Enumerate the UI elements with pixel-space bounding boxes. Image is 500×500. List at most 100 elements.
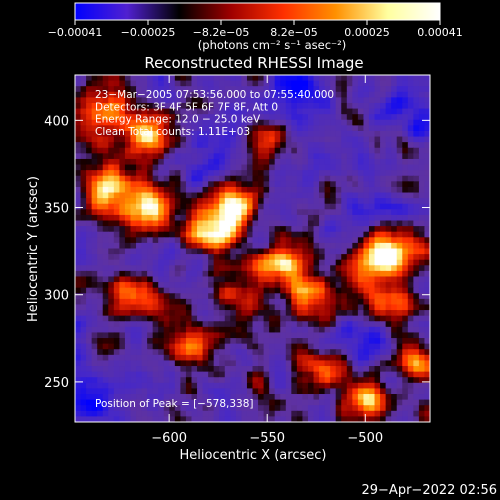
heatmap-cell bbox=[169, 310, 176, 317]
heatmap-cell bbox=[213, 86, 220, 93]
heatmap-cell bbox=[346, 338, 353, 345]
heatmap-cell bbox=[224, 142, 231, 149]
heatmap-cell bbox=[380, 125, 387, 132]
heatmap-cell bbox=[302, 147, 309, 154]
heatmap-cell bbox=[319, 226, 326, 233]
heatmap-cell bbox=[213, 377, 220, 384]
heatmap-cell bbox=[280, 220, 287, 227]
heatmap-cell bbox=[424, 97, 430, 104]
heatmap-cell bbox=[102, 231, 109, 238]
heatmap-cell bbox=[252, 248, 259, 255]
heatmap-cell bbox=[241, 410, 248, 418]
heatmap-cell bbox=[380, 192, 387, 199]
heatmap-cell bbox=[197, 377, 204, 384]
heatmap-cell bbox=[180, 349, 187, 356]
heatmap-cell bbox=[396, 298, 403, 306]
heatmap-cell bbox=[102, 181, 109, 188]
heatmap-cell bbox=[407, 226, 414, 233]
heatmap-cell bbox=[163, 388, 170, 395]
heatmap-cell bbox=[363, 394, 370, 401]
heatmap-cell bbox=[252, 366, 259, 373]
heatmap-cell bbox=[269, 119, 276, 126]
heatmap-cell bbox=[274, 315, 281, 322]
heatmap-cell bbox=[352, 80, 359, 87]
heatmap-cell bbox=[269, 321, 276, 328]
heatmap-cell bbox=[324, 91, 331, 98]
heatmap-cell bbox=[202, 394, 209, 401]
heatmap-cell bbox=[346, 153, 353, 160]
heatmap-cell bbox=[407, 164, 414, 171]
heatmap-cell bbox=[130, 136, 137, 143]
heatmap-cell bbox=[324, 416, 331, 422]
heatmap-cell bbox=[319, 416, 326, 422]
heatmap-cell bbox=[252, 242, 259, 250]
heatmap-cell bbox=[241, 265, 248, 272]
heatmap-cell bbox=[302, 248, 309, 255]
heatmap-cell bbox=[396, 338, 403, 345]
heatmap-cell bbox=[424, 315, 430, 322]
heatmap-cell bbox=[341, 326, 348, 334]
heatmap-cell bbox=[108, 226, 115, 233]
heatmap-cell bbox=[219, 349, 226, 356]
heatmap-cell bbox=[330, 102, 337, 110]
heatmap-cell bbox=[418, 338, 426, 345]
heatmap-cell bbox=[136, 293, 143, 300]
heatmap-cell bbox=[324, 86, 331, 93]
heatmap-cell bbox=[180, 338, 187, 345]
heatmap-cell bbox=[174, 86, 181, 93]
heatmap-cell bbox=[269, 242, 276, 250]
heatmap-cell bbox=[291, 388, 298, 395]
heatmap-cell bbox=[385, 192, 392, 199]
heatmap-cell bbox=[319, 399, 326, 406]
heatmap-cell bbox=[258, 186, 265, 194]
heatmap-cell bbox=[346, 287, 353, 294]
heatmap-cell bbox=[113, 287, 120, 294]
heatmap-cell bbox=[97, 343, 104, 350]
heatmap-cell bbox=[396, 371, 403, 378]
heatmap-cell bbox=[224, 136, 231, 143]
heatmap-cell bbox=[191, 416, 198, 422]
heatmap-cell bbox=[158, 147, 165, 154]
heatmap-cell bbox=[269, 338, 276, 345]
heatmap-cell bbox=[302, 203, 309, 210]
heatmap-cell bbox=[285, 366, 292, 373]
heatmap-cell bbox=[102, 321, 109, 328]
heatmap-cell bbox=[335, 75, 342, 82]
heatmap-cell bbox=[86, 226, 93, 233]
heatmap-cell bbox=[324, 214, 331, 222]
heatmap-cell bbox=[174, 282, 181, 289]
heatmap-cell bbox=[291, 366, 298, 373]
heatmap-cell bbox=[86, 282, 93, 289]
heatmap-cell bbox=[407, 321, 414, 328]
heatmap-cell bbox=[230, 186, 237, 194]
heatmap-cell bbox=[374, 338, 381, 345]
heatmap-cell bbox=[197, 186, 204, 194]
heatmap-cell bbox=[302, 388, 309, 395]
heatmap-cell bbox=[119, 147, 126, 154]
heatmap-cell bbox=[274, 114, 281, 121]
heatmap-cell bbox=[413, 102, 420, 110]
heatmap-cell bbox=[330, 371, 337, 378]
heatmap-cell bbox=[402, 237, 409, 244]
heatmap-cell bbox=[402, 416, 409, 422]
heatmap-cell bbox=[352, 125, 359, 132]
heatmap-cell bbox=[191, 220, 198, 227]
heatmap-cell bbox=[374, 108, 381, 115]
heatmap-cell bbox=[363, 164, 370, 171]
heatmap-cell bbox=[291, 343, 298, 350]
heatmap-cell bbox=[302, 91, 309, 98]
heatmap-cell bbox=[391, 360, 398, 367]
heatmap-cell bbox=[213, 91, 220, 98]
heatmap-cell bbox=[119, 377, 126, 384]
heatmap-cell bbox=[313, 153, 320, 160]
heatmap-cell bbox=[185, 91, 193, 98]
heatmap-cell bbox=[363, 338, 370, 345]
heatmap-cell bbox=[269, 360, 276, 367]
heatmap-cell bbox=[252, 186, 259, 194]
heatmap-cell bbox=[368, 97, 376, 104]
heatmap-cell bbox=[180, 366, 187, 373]
heatmap-cell bbox=[252, 315, 259, 322]
heatmap-cell bbox=[180, 282, 187, 289]
heatmap-cell bbox=[252, 231, 259, 238]
heatmap-cell bbox=[418, 388, 426, 395]
